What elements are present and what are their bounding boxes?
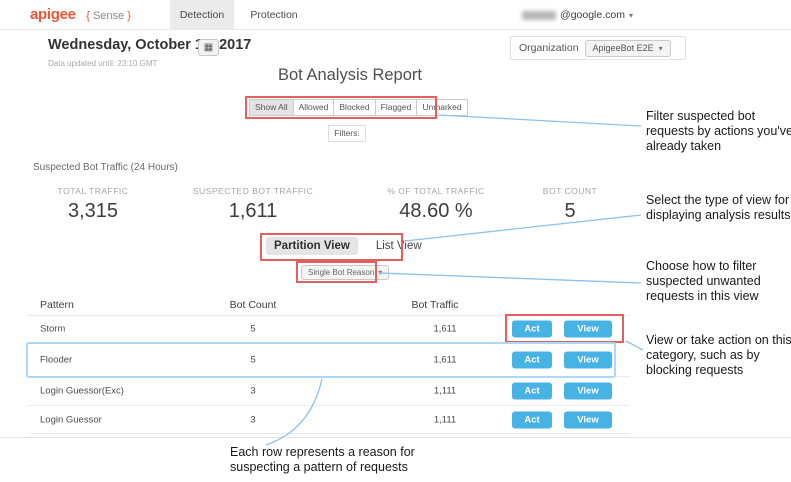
tab-detection[interactable]: Detection bbox=[170, 0, 234, 30]
page-bottom-divider bbox=[0, 437, 791, 438]
table-row[interactable]: Login Guessor 3 1,111 Act View bbox=[28, 406, 630, 434]
bot-count-cell: 3 bbox=[250, 385, 256, 397]
stat-label: TOTAL TRAFFIC bbox=[57, 186, 129, 196]
stat-bot-count: BOT COUNT 5 bbox=[500, 186, 640, 223]
bot-count-cell: 5 bbox=[250, 354, 256, 365]
filter-show-all-button[interactable]: Show All bbox=[249, 99, 294, 116]
act-button[interactable]: Act bbox=[512, 411, 552, 428]
filter-blocked-button[interactable]: Blocked bbox=[333, 99, 376, 116]
stat-label: BOT COUNT bbox=[542, 186, 598, 196]
stat-value: 1,611 bbox=[228, 200, 278, 222]
annotation-reason-dropdown: Choose how to filter suspected unwanted … bbox=[646, 259, 761, 303]
tab-list-view[interactable]: List View bbox=[375, 240, 422, 252]
bot-traffic-cell: 1,611 bbox=[433, 354, 457, 365]
column-header-pattern: Pattern bbox=[40, 299, 74, 311]
filter-unmarked-button[interactable]: Unmarked bbox=[416, 99, 468, 116]
view-button[interactable]: View bbox=[564, 320, 612, 338]
action-filter-group: Show All Allowed Blocked Flagged Unmarke… bbox=[249, 99, 468, 116]
top-header: apigee { Sense } Detection Protection @g… bbox=[0, 0, 791, 30]
account-email-domain: @google.com bbox=[560, 9, 625, 21]
bot-count-cell: 3 bbox=[250, 414, 256, 425]
stat-percent-total-traffic: % OF TOTAL TRAFFIC 48.60 % bbox=[366, 186, 506, 223]
chevron-down-icon: ▾ bbox=[658, 43, 663, 53]
organization-label: Organization bbox=[519, 42, 579, 54]
pattern-cell: Login Guessor bbox=[40, 414, 102, 425]
pattern-cell: Flooder bbox=[40, 354, 73, 365]
stat-value: 48.60 % bbox=[399, 200, 473, 222]
calendar-icon: ▦ bbox=[203, 42, 214, 53]
organization-dropdown[interactable]: ApigeeBot E2E ▾ bbox=[584, 39, 671, 57]
stat-total-traffic: TOTAL TRAFFIC 3,315 bbox=[23, 186, 163, 223]
annotation-view-tabs: Select the type of view for displaying a… bbox=[646, 193, 791, 222]
pattern-cell: Login Guessor(Exc) bbox=[40, 385, 124, 397]
column-header-bot-count: Bot Count bbox=[229, 299, 277, 311]
bot-reason-value: Single Bot Reason bbox=[308, 268, 375, 277]
chevron-down-icon: ▾ bbox=[378, 268, 383, 277]
tab-partition-view[interactable]: Partition View bbox=[266, 237, 358, 255]
stat-label: % OF TOTAL TRAFFIC bbox=[387, 186, 485, 196]
stat-value: 3,315 bbox=[67, 200, 119, 222]
filter-flagged-button[interactable]: Flagged bbox=[374, 99, 418, 116]
calendar-button[interactable]: ▦ bbox=[198, 39, 219, 56]
table-row[interactable]: Storm 5 1,611 Act View bbox=[28, 316, 630, 343]
act-button[interactable]: Act bbox=[512, 382, 552, 400]
column-header-bot-traffic: Bot Traffic bbox=[411, 299, 459, 311]
sense-logo-text: { Sense } bbox=[86, 10, 131, 22]
view-button[interactable]: View bbox=[564, 382, 612, 400]
tab-protection[interactable]: Protection bbox=[250, 9, 298, 21]
act-button[interactable]: Act bbox=[512, 351, 552, 368]
bot-count-cell: 5 bbox=[250, 323, 256, 335]
pattern-cell: Storm bbox=[40, 323, 66, 335]
data-updated-label: Data updated until: 23:10 GMT bbox=[48, 59, 158, 68]
table-row[interactable]: Login Guessor(Exc) 3 1,111 Act View bbox=[28, 377, 630, 406]
view-button[interactable]: View bbox=[564, 411, 612, 428]
bot-traffic-cell: 1,111 bbox=[433, 414, 457, 425]
bot-traffic-cell: 1,611 bbox=[433, 323, 457, 335]
filters-button[interactable]: Filters: bbox=[328, 125, 366, 142]
table-header-row: Pattern Bot Count Bot Traffic bbox=[28, 296, 630, 316]
view-type-tabs: Partition View List View bbox=[266, 237, 430, 255]
report-date: Wednesday, October 18, 2017 bbox=[48, 37, 252, 53]
annotation-filter-tabs: Filter suspected bot requests by actions… bbox=[646, 109, 791, 153]
bot-pattern-table: Pattern Bot Count Bot Traffic Storm 5 1,… bbox=[28, 296, 630, 434]
bot-traffic-cell: 1,111 bbox=[433, 385, 457, 397]
stat-label: SUSPECTED BOT TRAFFIC bbox=[192, 186, 314, 196]
redacted-username bbox=[522, 10, 557, 20]
page-title: Bot Analysis Report bbox=[278, 66, 422, 84]
annotation-act-view: View or take action on this category, su… bbox=[646, 333, 791, 377]
act-button[interactable]: Act bbox=[512, 320, 552, 338]
view-button[interactable]: View bbox=[564, 351, 612, 368]
account-menu[interactable]: @google.com ▾ bbox=[522, 0, 633, 30]
stat-value: 5 bbox=[564, 200, 576, 222]
organization-value: ApigeeBot E2E bbox=[592, 43, 654, 53]
chevron-down-icon: ▾ bbox=[628, 10, 633, 20]
annotation-table-rows: Each row represents a reason for suspect… bbox=[230, 445, 415, 474]
apigee-logo-text: apigee bbox=[30, 6, 76, 23]
stats-section-label: Suspected Bot Traffic (24 Hours) bbox=[33, 162, 178, 173]
table-row[interactable]: Flooder 5 1,611 Act View bbox=[28, 343, 630, 377]
filter-allowed-button[interactable]: Allowed bbox=[292, 99, 335, 116]
bot-reason-dropdown[interactable]: Single Bot Reason ▾ bbox=[301, 265, 390, 280]
stat-suspected-bot-traffic: SUSPECTED BOT TRAFFIC 1,611 bbox=[183, 186, 323, 223]
apigee-sense-logo: apigee { Sense } bbox=[30, 0, 131, 30]
organization-box: Organization ApigeeBot E2E ▾ bbox=[510, 36, 686, 60]
